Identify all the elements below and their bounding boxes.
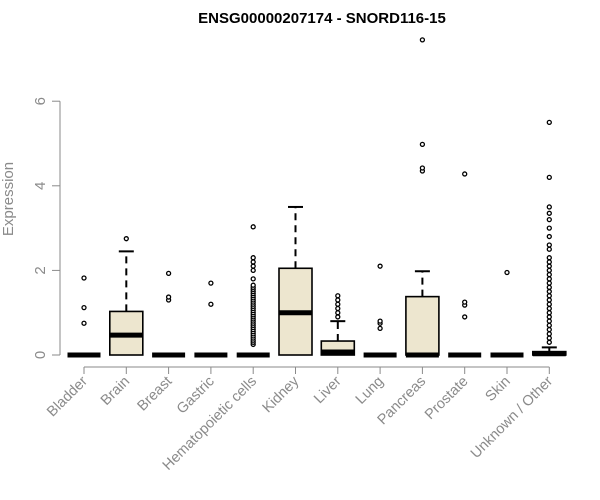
outlier-point — [546, 267, 552, 274]
y-axis: 0 2 4 6 — [32, 97, 61, 359]
x-tick-label: Liver — [311, 373, 345, 407]
outlier-point — [250, 282, 256, 288]
chart-title: ENSG00000207174 - SNORD116-15 — [198, 10, 446, 27]
outlier-point — [335, 297, 341, 303]
outlier-point — [546, 259, 552, 265]
outlier-point — [462, 314, 468, 320]
outlier-point — [208, 301, 214, 307]
outlier-point — [546, 271, 552, 278]
box-group — [363, 263, 397, 358]
outlier-point — [546, 322, 552, 329]
box-group — [152, 270, 186, 358]
box-group — [109, 236, 144, 356]
outlier-point — [546, 297, 552, 303]
outlier-point — [546, 246, 552, 252]
outlier-point — [335, 301, 341, 307]
outlier-point — [546, 318, 552, 324]
outlier-point — [462, 299, 468, 305]
outlier-point — [165, 270, 172, 277]
outlier-point — [546, 288, 552, 295]
outlier-point — [250, 259, 256, 265]
outlier-point — [546, 280, 552, 286]
outlier-point — [419, 165, 426, 171]
box-iqr — [405, 295, 440, 356]
box-group — [320, 293, 356, 356]
outlier-point — [546, 305, 552, 312]
plot-area — [67, 37, 567, 358]
x-tick-label: Bladder — [44, 373, 91, 420]
box-group — [194, 280, 228, 358]
outlier-point — [81, 320, 87, 326]
outlier-point — [419, 141, 426, 147]
outlier-point — [546, 335, 552, 341]
outlier-point — [377, 325, 383, 332]
outlier-point — [546, 293, 552, 299]
outlier-point — [81, 275, 87, 281]
x-tick-label: Brain — [98, 374, 133, 409]
outlier-point — [335, 293, 341, 299]
outlier-point — [546, 216, 552, 223]
y-tick-label: 4 — [32, 182, 49, 190]
outlier-point — [546, 210, 552, 216]
y-axis-label: Expression — [0, 162, 17, 236]
box-group — [405, 37, 440, 358]
y-tick-label: 0 — [32, 351, 49, 359]
outlier-point — [208, 280, 214, 286]
box-group — [448, 171, 482, 358]
box-group — [531, 119, 567, 357]
outlier-point — [546, 301, 552, 307]
outlier-point — [335, 305, 341, 312]
box-group — [278, 205, 313, 356]
outlier-point — [546, 242, 552, 248]
outlier-point — [546, 174, 552, 180]
outlier-point — [546, 326, 552, 333]
outlier-point — [546, 233, 552, 240]
outlier-point — [546, 314, 552, 320]
outlier-point — [81, 304, 87, 311]
x-tick-label: Lung — [353, 374, 387, 408]
outlier-point — [250, 267, 256, 274]
box-group — [490, 269, 524, 358]
outlier-point — [546, 255, 552, 261]
outlier-point — [504, 269, 510, 276]
outlier-point — [165, 294, 172, 300]
outlier-point — [123, 236, 129, 242]
outlier-point — [546, 204, 552, 210]
outlier-point — [546, 331, 552, 337]
outlier-point — [546, 276, 552, 282]
outlier-point — [419, 37, 426, 43]
outlier-point — [250, 263, 256, 269]
outlier-point — [546, 339, 552, 345]
outlier-point — [546, 263, 552, 269]
box-group — [67, 275, 101, 358]
outlier-point — [335, 310, 341, 316]
y-tick-label: 6 — [32, 97, 49, 105]
outlier-point — [250, 276, 256, 282]
x-tick-label: Unknown / Other — [468, 373, 556, 461]
x-tick-label: Kidney — [260, 373, 303, 416]
outlier-point — [462, 171, 468, 177]
outlier-point — [377, 318, 383, 324]
outlier-point — [377, 263, 383, 269]
outlier-point — [546, 310, 552, 316]
x-tick-label: Prostate — [422, 374, 471, 423]
outlier-point — [546, 284, 552, 290]
y-tick-label: 2 — [32, 266, 49, 274]
outlier-point — [250, 224, 256, 230]
x-tick-label: Skin — [483, 374, 514, 405]
outlier-point — [250, 255, 256, 261]
x-tick-label: Breast — [134, 374, 175, 415]
outlier-point — [546, 225, 552, 231]
box-group — [236, 224, 270, 358]
outlier-point — [546, 119, 552, 125]
outlier-point — [335, 314, 341, 320]
